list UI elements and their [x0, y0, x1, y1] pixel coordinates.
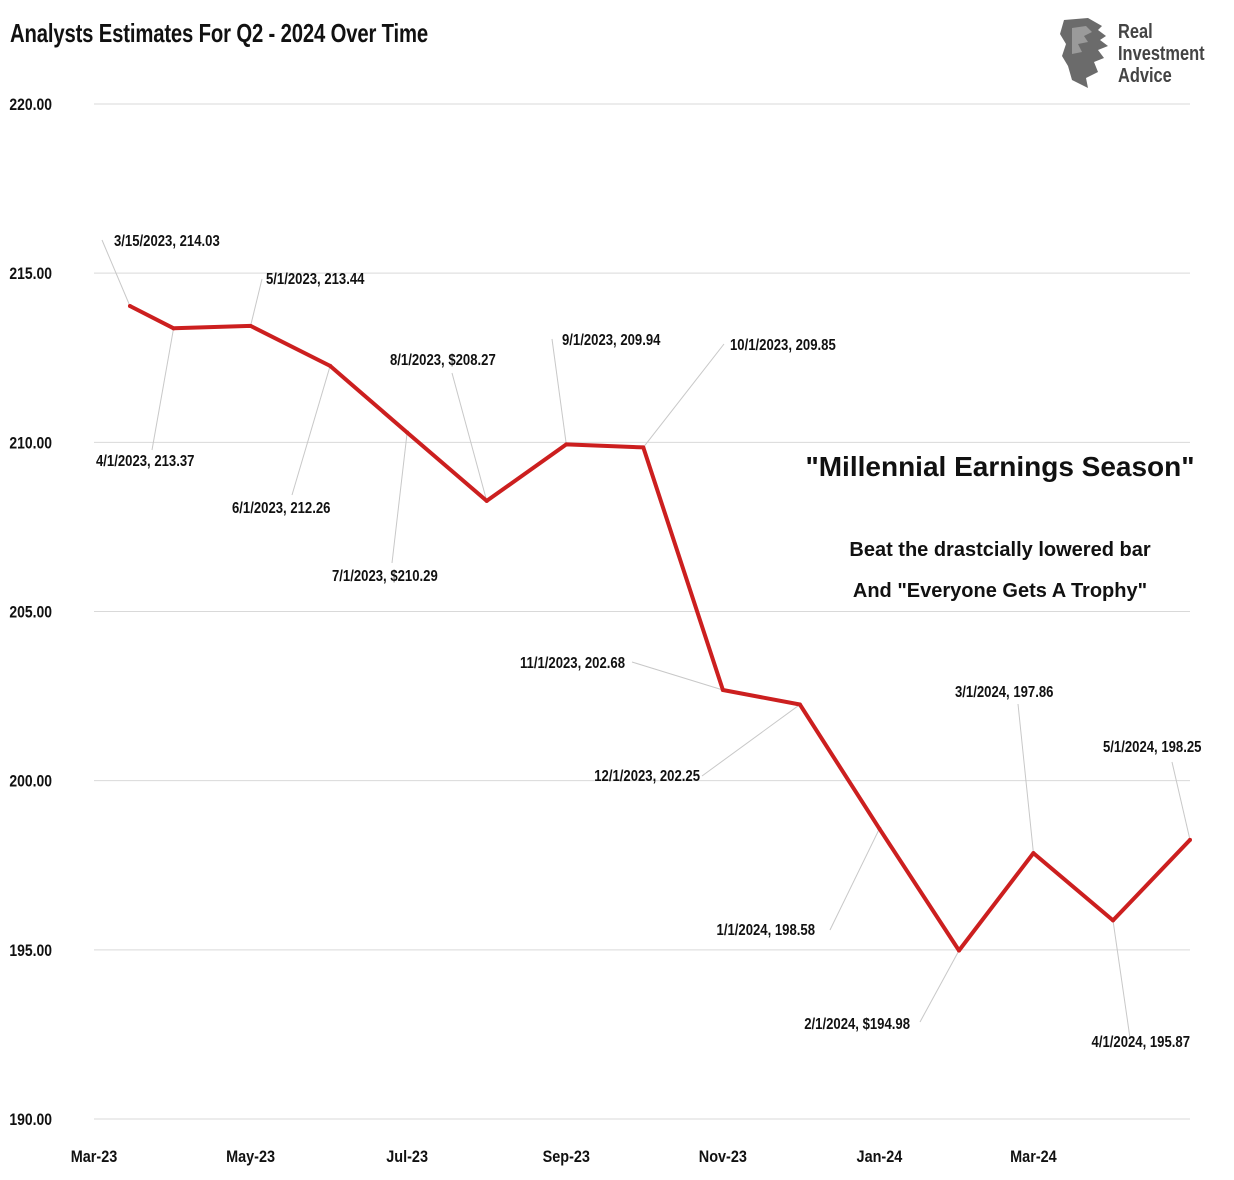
- x-tick-label: Nov-23: [699, 1148, 747, 1166]
- x-tick-label: Mar-24: [1010, 1148, 1057, 1166]
- label-leader-line: [829, 828, 880, 931]
- label-leader-line: [291, 365, 331, 496]
- data-label: 12/1/2023, 202.25: [594, 768, 700, 785]
- data-label: 7/1/2023, $210.29: [332, 568, 438, 585]
- label-leader-line: [919, 950, 960, 1023]
- data-label: 8/1/2023, $208.27: [390, 352, 496, 369]
- label-leader-line: [551, 338, 567, 445]
- data-labels: 3/15/2023, 214.03 4/1/2023, 213.37 5/1/202…: [96, 233, 1201, 1051]
- series-line-group: [127, 303, 1192, 953]
- brand-logo: Real Investment Advice: [1058, 16, 1218, 96]
- label-leader-line: [151, 328, 175, 451]
- annotation-line-1: Beat the drastcially lowered bar: [849, 539, 1150, 561]
- label-leader-line: [1112, 920, 1131, 1039]
- data-label: 10/1/2023, 209.85: [730, 337, 836, 354]
- data-label: 3/15/2023, 214.03: [114, 233, 220, 250]
- y-tick-label: 205.00: [9, 603, 52, 622]
- data-label: 11/1/2023, 202.68: [520, 655, 625, 672]
- data-label: 3/1/2024, 197.86: [955, 684, 1053, 701]
- data-point: [328, 363, 333, 368]
- data-point: [956, 948, 961, 953]
- data-point: [484, 498, 489, 503]
- data-point: [127, 303, 132, 308]
- data-point: [564, 442, 569, 447]
- label-leader-line: [701, 704, 801, 777]
- brand-line-3: Advice: [1118, 65, 1172, 87]
- data-label: 2/1/2024, $194.98: [804, 1016, 910, 1033]
- data-label: 4/1/2024, 195.87: [1092, 1034, 1190, 1051]
- data-point: [641, 445, 646, 450]
- label-leader-line: [101, 239, 131, 307]
- data-label: 1/1/2024, 198.58: [717, 922, 815, 939]
- label-leader-line: [451, 372, 488, 501]
- data-point: [1110, 918, 1115, 923]
- y-axis-ticks: 190.00 195.00 200.00 205.00 210.00 215.00 220.…: [9, 96, 52, 1130]
- label-leader-line: [391, 432, 408, 564]
- label-leader-line: [1171, 761, 1191, 840]
- data-label: 6/1/2023, 212.26: [232, 500, 330, 517]
- data-point: [720, 687, 725, 692]
- data-point: [877, 826, 882, 831]
- x-tick-label: Sep-23: [543, 1148, 591, 1166]
- data-label: 4/1/2023, 213.37: [96, 453, 194, 470]
- label-leader-line: [1017, 703, 1034, 854]
- x-tick-label: Jul-23: [386, 1148, 428, 1166]
- data-point: [248, 323, 253, 328]
- x-tick-label: Jan-24: [857, 1148, 903, 1166]
- y-tick-label: 210.00: [9, 434, 52, 453]
- y-tick-label: 220.00: [9, 96, 52, 115]
- annotation-line-2: And "Everyone Gets A Trophy": [853, 580, 1147, 602]
- annotation: "Millennial Earnings Season" Beat the dr…: [805, 451, 1194, 602]
- data-point: [171, 326, 176, 331]
- x-tick-label: Mar-23: [71, 1148, 118, 1166]
- data-label: 5/1/2024, 198.25: [1103, 739, 1201, 756]
- annotation-title: "Millennial Earnings Season": [805, 451, 1194, 482]
- label-leader-line: [250, 278, 263, 327]
- y-tick-label: 190.00: [9, 1111, 52, 1130]
- chart-title: Analysts Estimates For Q2 - 2024 Over Ti…: [10, 18, 429, 48]
- y-tick-label: 195.00: [9, 942, 52, 961]
- y-tick-label: 215.00: [9, 265, 52, 284]
- label-leader-line: [642, 343, 725, 448]
- data-point: [1031, 851, 1036, 856]
- label-leader-line: [631, 661, 723, 691]
- x-axis-ticks: Mar-23 May-23 Jul-23 Sep-23 Nov-23 Jan-24 Mar-…: [71, 1148, 1057, 1166]
- lion-head-logo-icon: [1060, 18, 1108, 88]
- data-point: [405, 430, 410, 435]
- brand-line-2: Investment: [1118, 43, 1205, 65]
- data-label: 5/1/2023, 213.44: [266, 271, 365, 288]
- label-leader-lines: [101, 239, 1191, 1039]
- y-tick-label: 200.00: [9, 772, 52, 791]
- data-label: 9/1/2023, 209.94: [562, 332, 661, 349]
- gridlines: [94, 103, 1190, 1120]
- data-point: [797, 702, 802, 707]
- x-tick-label: May-23: [226, 1148, 275, 1166]
- series-line: [128, 304, 1192, 953]
- data-point: [1188, 837, 1192, 842]
- brand-line-1: Real: [1118, 21, 1153, 43]
